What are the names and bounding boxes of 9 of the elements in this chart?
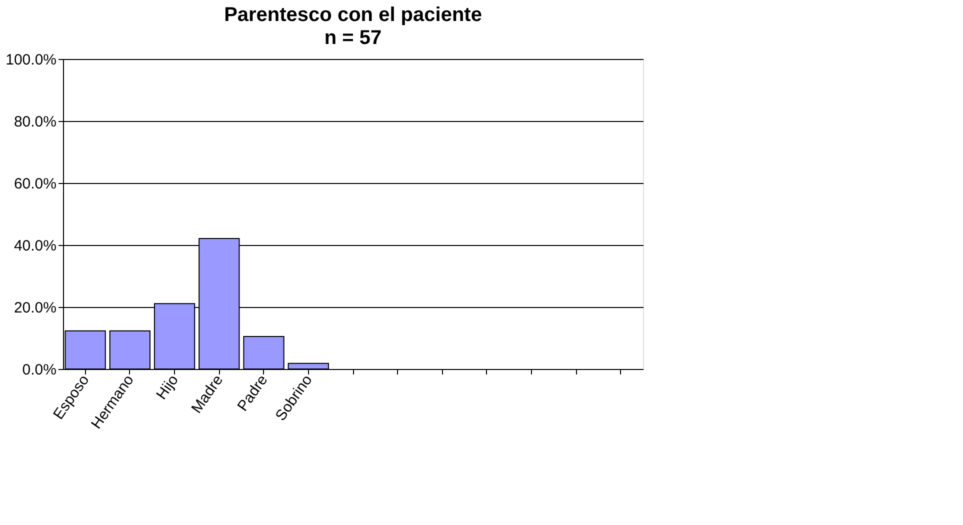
y-tick-label: 20.0% <box>14 300 56 316</box>
chart-title: Parentesco con el paciente <box>224 4 482 26</box>
chart-subtitle: n = 57 <box>324 27 382 49</box>
y-tick-label: 100.0% <box>6 52 56 68</box>
x-tick-label: Hijo <box>153 372 182 403</box>
y-tick-label: 0.0% <box>22 362 56 378</box>
y-tick-label: 40.0% <box>14 238 56 254</box>
y-tick-label: 60.0% <box>14 176 56 192</box>
y-tick-label: 80.0% <box>14 114 56 130</box>
